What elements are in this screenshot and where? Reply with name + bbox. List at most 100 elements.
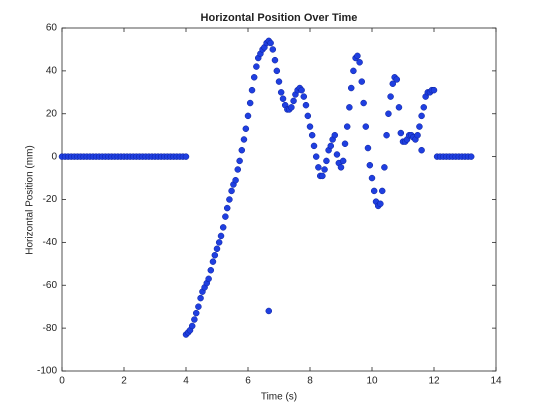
point: [381, 164, 388, 171]
point: [389, 80, 397, 87]
point: [393, 76, 401, 83]
chart-title: Horizontal Position Over Time: [201, 12, 358, 24]
point: [269, 46, 277, 53]
point: [360, 99, 367, 107]
y-tick-label: -40: [43, 237, 58, 248]
point: [219, 224, 227, 231]
x-tick-label: 12: [428, 376, 440, 387]
point: [191, 316, 198, 323]
x-tick-label: 8: [307, 376, 313, 387]
point: [302, 101, 310, 109]
point: [378, 187, 386, 195]
y-tick-label: 20: [46, 108, 58, 119]
point: [236, 157, 243, 165]
point: [222, 213, 229, 220]
point: [215, 239, 223, 246]
x-tick-label: 0: [59, 376, 65, 387]
point: [341, 140, 349, 148]
point: [420, 104, 428, 111]
point: [395, 104, 403, 111]
point: [304, 112, 312, 120]
y-axis-label: Horizontal Position (mm): [25, 145, 36, 254]
point: [242, 125, 250, 133]
point: [366, 161, 374, 169]
point: [195, 303, 202, 310]
point: [223, 204, 231, 212]
x-tick-label: 6: [245, 376, 251, 387]
point: [213, 245, 221, 253]
point: [368, 174, 376, 182]
point: [385, 110, 392, 117]
point: [397, 129, 405, 137]
point: [308, 131, 316, 139]
point: [319, 172, 326, 180]
y-tick-label: -80: [43, 323, 58, 334]
x-tick-label: 2: [121, 376, 127, 387]
point: [416, 123, 423, 130]
point: [197, 294, 204, 302]
point: [238, 146, 246, 154]
point: [209, 258, 217, 265]
point: [333, 151, 341, 158]
y-tick-label: 0: [51, 151, 57, 162]
point: [370, 187, 378, 195]
point: [298, 86, 305, 94]
point: [246, 99, 254, 107]
x-axis-label: Time (s): [261, 392, 297, 403]
point: [267, 39, 274, 47]
point: [188, 322, 196, 330]
point: [232, 176, 239, 184]
point: [364, 144, 372, 152]
y-tick-label: -60: [43, 280, 58, 291]
point: [327, 142, 335, 150]
point: [383, 131, 390, 139]
point: [253, 63, 260, 70]
point: [354, 52, 361, 60]
point: [418, 146, 425, 154]
point: [248, 86, 256, 94]
x-tick-label: 10: [366, 376, 378, 387]
point: [306, 123, 314, 130]
point: [226, 196, 233, 203]
point: [467, 153, 475, 160]
point: [290, 97, 297, 105]
point: [414, 131, 421, 139]
point: [192, 309, 200, 317]
point: [331, 131, 339, 139]
point: [275, 78, 283, 85]
point: [279, 95, 287, 102]
point: [356, 59, 363, 66]
x-tick-label: 14: [490, 376, 502, 387]
point: [315, 164, 322, 171]
point: [418, 112, 425, 120]
point: [300, 93, 308, 100]
point: [265, 307, 273, 315]
point: [358, 78, 366, 85]
point: [244, 112, 252, 120]
point: [310, 142, 318, 150]
point: [288, 104, 295, 111]
point: [240, 136, 248, 143]
y-tick-label: -20: [43, 194, 58, 205]
point: [337, 164, 345, 171]
x-tick-label: 4: [183, 376, 189, 387]
point: [250, 74, 258, 81]
point: [362, 123, 370, 130]
point: [271, 56, 279, 64]
point: [217, 232, 225, 240]
point: [211, 251, 219, 259]
point: [339, 157, 347, 165]
point: [350, 67, 357, 75]
point: [228, 187, 235, 195]
point: [205, 275, 212, 283]
point: [277, 89, 285, 96]
point: [323, 157, 330, 165]
point: [347, 84, 355, 92]
point: [343, 123, 351, 130]
point: [321, 166, 328, 173]
y-tick-label: 40: [46, 66, 58, 77]
point: [312, 153, 320, 160]
point: [234, 166, 242, 173]
